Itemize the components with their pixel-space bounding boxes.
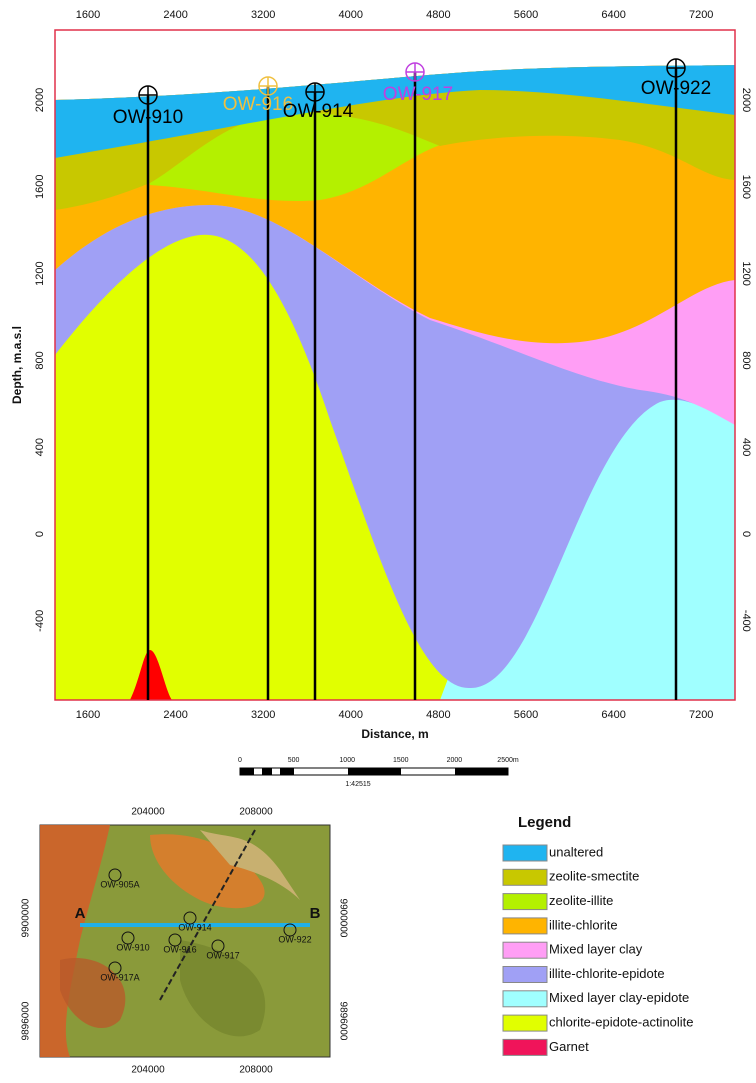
top-x-tick-label: 7200 bbox=[689, 9, 713, 21]
scale-tick-label: 1000 bbox=[339, 757, 355, 764]
right-y-tick-label: 400 bbox=[740, 438, 752, 456]
top-x-tick-label: 3200 bbox=[251, 9, 275, 21]
map-left-tick: 9900000 bbox=[21, 898, 32, 937]
well-label: OW-914 bbox=[283, 101, 354, 122]
scale-tick-label: 0 bbox=[238, 757, 242, 764]
map-bottom-tick: 204000 bbox=[131, 1065, 165, 1076]
left-y-tick-label: 0 bbox=[34, 531, 46, 537]
right-y-tick-label: 2000 bbox=[740, 88, 752, 112]
top-x-tick-label: 4800 bbox=[426, 9, 450, 21]
bottom-x-tick-label: 1600 bbox=[76, 709, 100, 721]
map-well-label: OW-910 bbox=[116, 942, 149, 952]
scale-bar bbox=[240, 768, 508, 775]
map-bottom-tick: 208000 bbox=[239, 1065, 273, 1076]
legend-swatch bbox=[503, 1015, 547, 1031]
legend-swatch bbox=[503, 942, 547, 958]
well-label: OW-910 bbox=[113, 107, 183, 128]
legend: unaltered zeolite-smectite zeolite-illite i… bbox=[503, 844, 694, 1055]
legend-label: zeolite-illite bbox=[549, 893, 613, 908]
legend-label: Mixed layer clay-epidote bbox=[549, 990, 689, 1005]
well-label: OW-922 bbox=[641, 78, 711, 99]
legend-title: Legend bbox=[518, 814, 571, 831]
scale-tick-label: 2500m bbox=[497, 757, 519, 764]
legend-label: unaltered bbox=[549, 844, 603, 859]
right-y-tick-label: 1600 bbox=[740, 175, 752, 199]
bottom-x-tick-label: 4800 bbox=[426, 709, 450, 721]
legend-swatch bbox=[503, 967, 547, 983]
page: OW-910 OW-916 OW-914 OW-917 OW-922 Distance,… bbox=[0, 0, 756, 1083]
scale-ratio: 1:42515 bbox=[345, 781, 370, 788]
top-x-tick-label: 5600 bbox=[514, 9, 538, 21]
left-y-tick-label: 1600 bbox=[34, 175, 46, 199]
map-right-tick: 9896000 bbox=[337, 1002, 348, 1041]
legend-swatch bbox=[503, 991, 547, 1007]
map-right-tick: 9900000 bbox=[337, 899, 348, 938]
scale-tick-label: 500 bbox=[288, 757, 300, 764]
left-y-tick-label: 2000 bbox=[34, 88, 46, 112]
legend-swatch bbox=[503, 1039, 547, 1055]
left-y-tick-label: -400 bbox=[34, 610, 46, 632]
top-x-tick-label: 4000 bbox=[339, 9, 363, 21]
right-y-tick-label: -400 bbox=[740, 610, 752, 632]
legend-label: Mixed layer clay bbox=[549, 942, 643, 957]
bottom-x-tick-label: 7200 bbox=[689, 709, 713, 721]
map-section-end: B bbox=[310, 905, 321, 922]
bottom-x-tick-label: 4000 bbox=[339, 709, 363, 721]
legend-label: zeolite-smectite bbox=[549, 869, 639, 884]
cross-section-layers bbox=[55, 65, 735, 700]
map-section-end: A bbox=[75, 905, 86, 922]
bottom-x-tick-label: 6400 bbox=[601, 709, 625, 721]
top-x-tick-label: 1600 bbox=[76, 9, 100, 21]
y-axis-label: Depth, m.a.s.l bbox=[10, 326, 24, 404]
scale-tick-label: 1500 bbox=[393, 757, 409, 764]
right-y-tick-label: 1200 bbox=[740, 261, 752, 285]
scale-tick-label: 2000 bbox=[447, 757, 463, 764]
legend-swatch bbox=[503, 845, 547, 861]
bottom-x-tick-label: 5600 bbox=[514, 709, 538, 721]
legend-label: chlorite-epidote-actinolite bbox=[549, 1015, 694, 1030]
map-well-label: OW-917A bbox=[100, 972, 139, 982]
map-well-label: OW-916 bbox=[163, 944, 196, 954]
legend-label: illite-chlorite-epidote bbox=[549, 966, 665, 981]
map-top-tick: 204000 bbox=[131, 807, 165, 818]
figure: OW-910 OW-916 OW-914 OW-917 OW-922 Distance,… bbox=[0, 0, 756, 1083]
right-y-tick-label: 0 bbox=[740, 531, 752, 537]
top-x-tick-label: 6400 bbox=[601, 9, 625, 21]
bottom-x-tick-label: 2400 bbox=[163, 709, 187, 721]
map-well-label: OW-922 bbox=[278, 934, 311, 944]
legend-label: illite-chlorite bbox=[549, 917, 618, 932]
map-well-label: OW-917 bbox=[206, 950, 239, 960]
bottom-x-tick-label: 3200 bbox=[251, 709, 275, 721]
map-well-label: OW-914 bbox=[178, 922, 211, 932]
legend-label: Garnet bbox=[549, 1039, 589, 1054]
well-label: OW-917 bbox=[383, 84, 453, 105]
left-y-tick-label: 400 bbox=[34, 438, 46, 456]
legend-swatch bbox=[503, 918, 547, 934]
left-y-tick-label: 800 bbox=[34, 351, 46, 369]
legend-swatch bbox=[503, 894, 547, 910]
map-well-label: OW-905A bbox=[100, 879, 139, 889]
top-x-tick-label: 2400 bbox=[163, 9, 187, 21]
x-axis-label: Distance, m bbox=[361, 727, 428, 741]
right-y-tick-label: 800 bbox=[740, 351, 752, 369]
map-left-tick: 9896000 bbox=[21, 1001, 32, 1040]
map-top-tick: 208000 bbox=[239, 807, 273, 818]
left-y-tick-label: 1200 bbox=[34, 261, 46, 285]
legend-swatch bbox=[503, 869, 547, 885]
